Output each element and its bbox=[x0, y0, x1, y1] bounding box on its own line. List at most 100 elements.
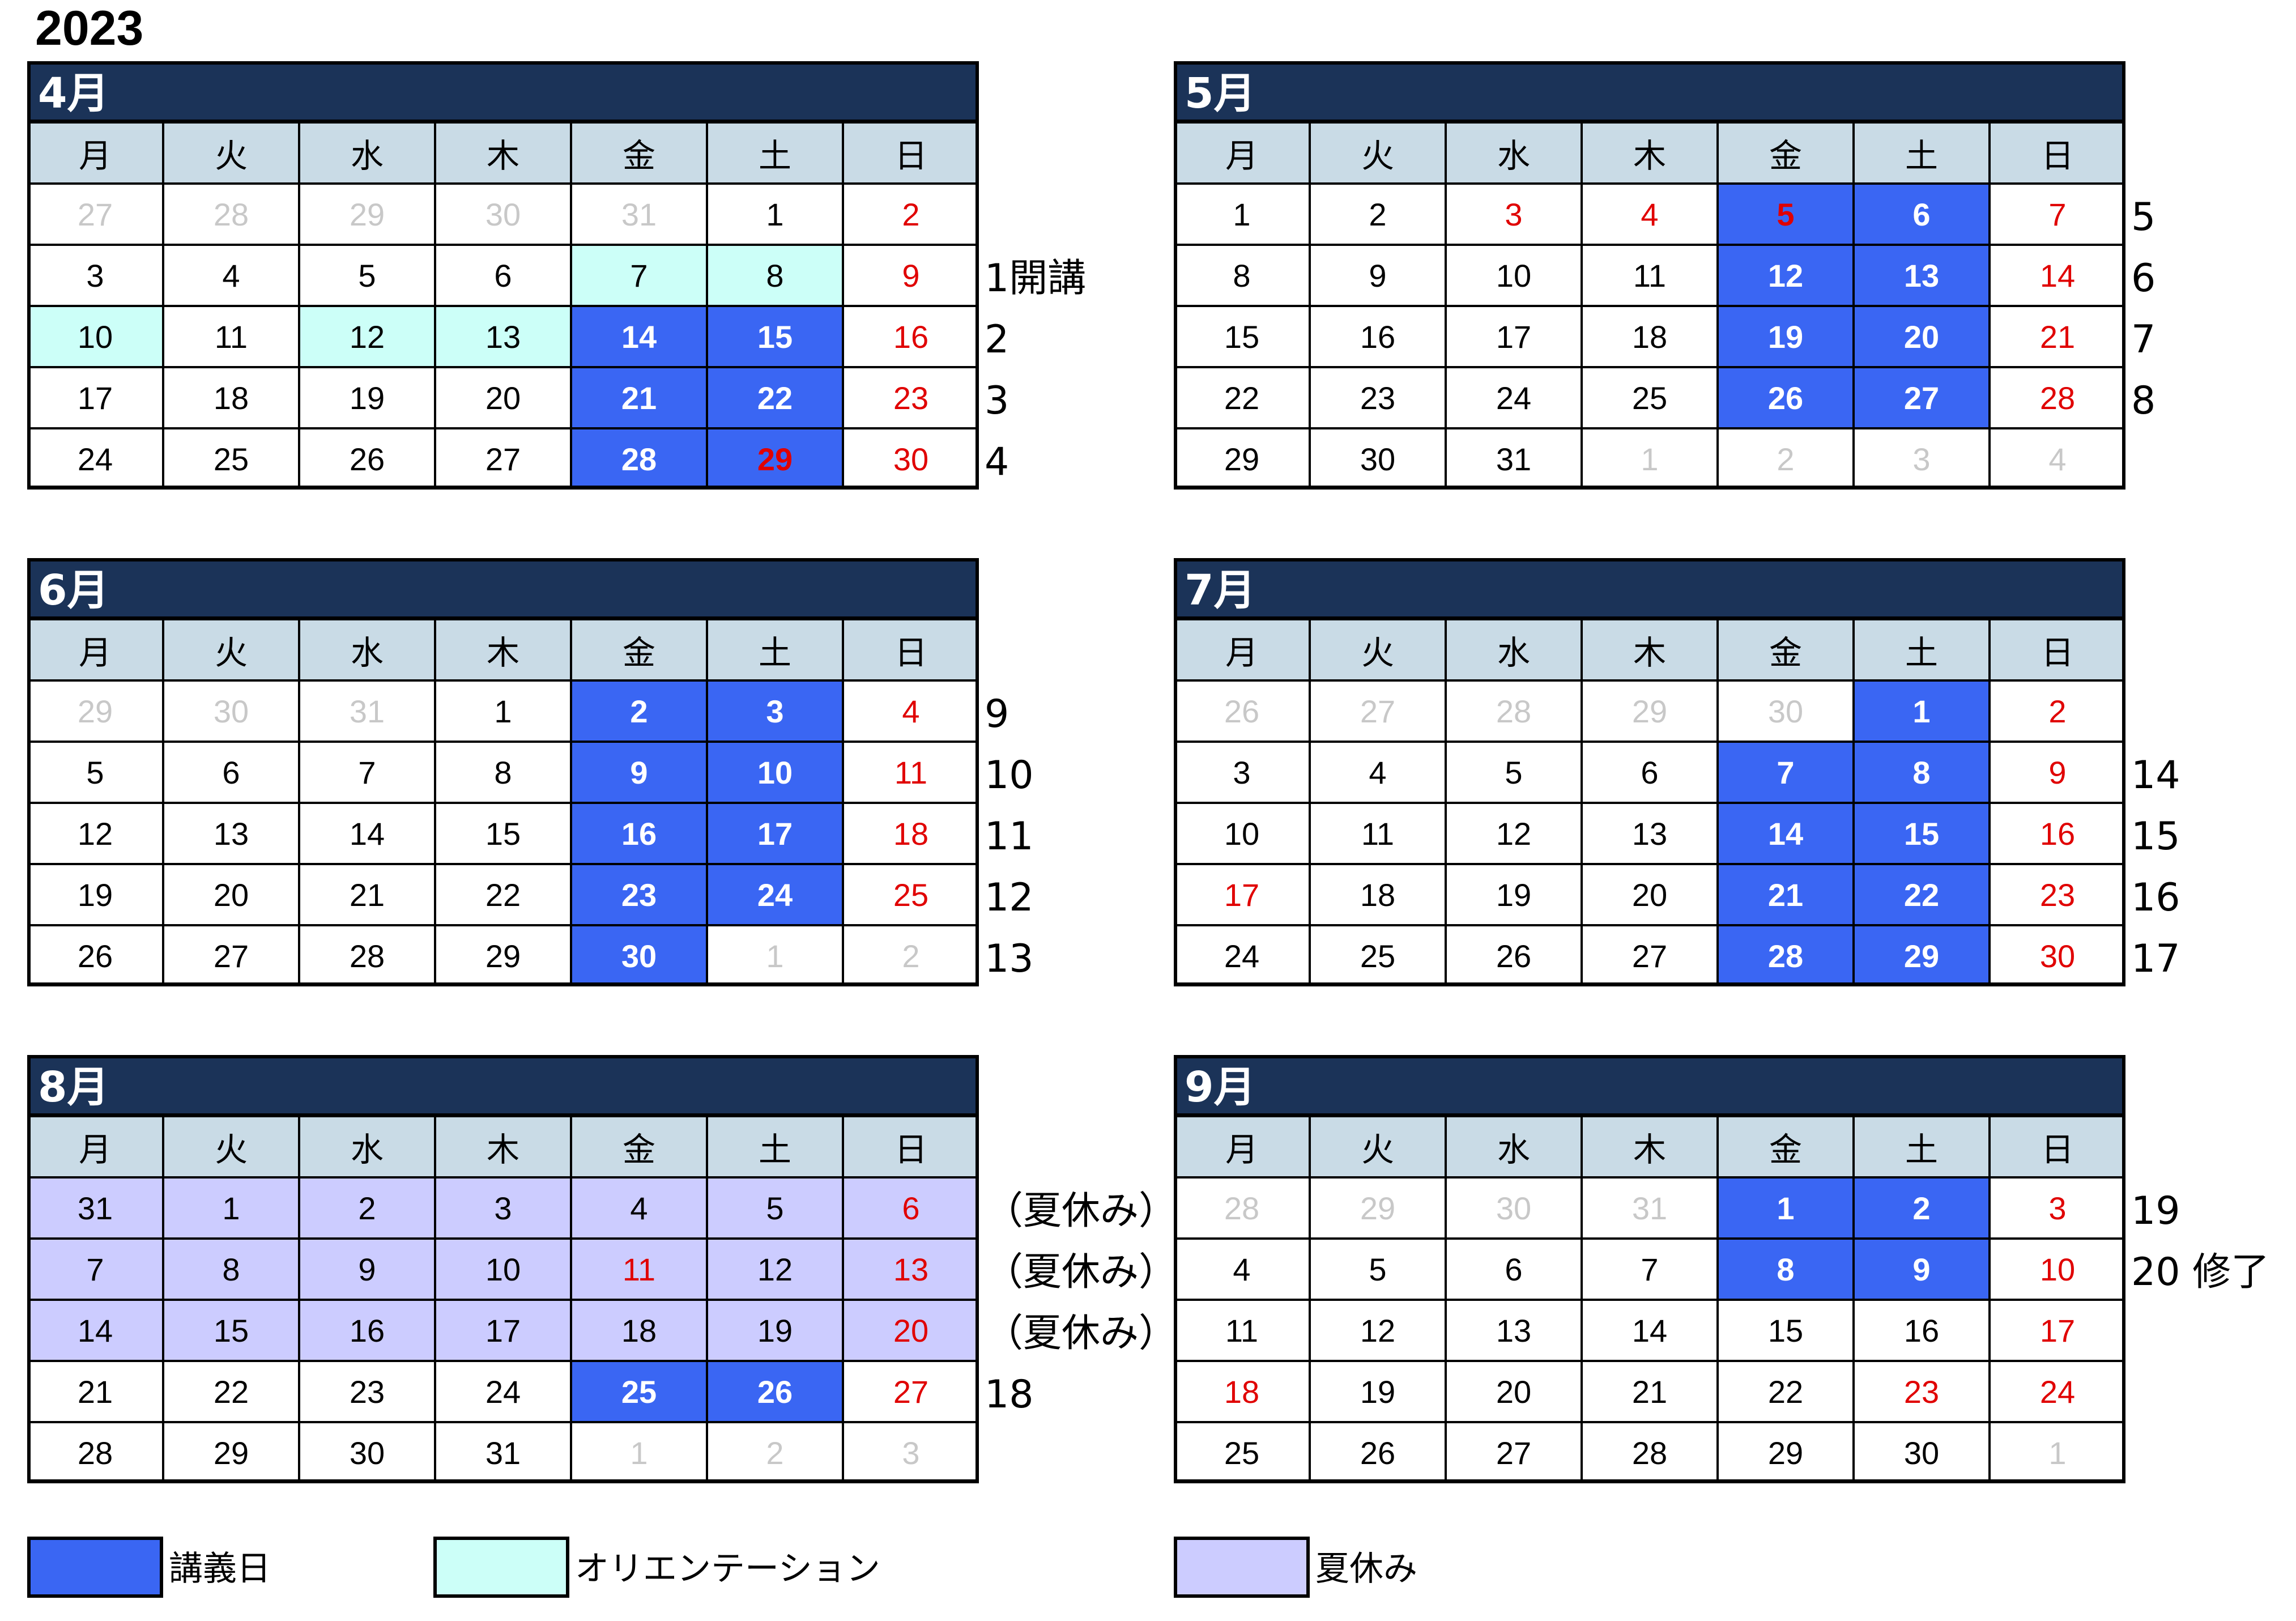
day-cell: 30 bbox=[1446, 1177, 1582, 1239]
day-cell: 3 bbox=[1990, 1177, 2125, 1239]
lecture-number-note: （夏休み） bbox=[985, 1311, 1178, 1356]
day-cell: 17 bbox=[1446, 306, 1582, 367]
day-cell: 27 bbox=[843, 1361, 979, 1422]
weekday-label: 月 bbox=[27, 122, 163, 184]
day-cell: 6 bbox=[163, 742, 299, 803]
day-cell: 22 bbox=[1854, 864, 1990, 925]
day-cell: 28 bbox=[1718, 925, 1854, 986]
weekday-label: 土 bbox=[707, 1116, 843, 1177]
day-cell: 31 bbox=[435, 1422, 571, 1483]
month-calendar: 6月月火水木金土日 29 30 31 1 2 3 4 9 5 6 7 8 9 10 11 10 12 13 14 15 1… bbox=[27, 558, 1034, 986]
day-cell: 9 bbox=[843, 245, 979, 306]
month-title: 8月 bbox=[38, 1063, 109, 1112]
day-cell: 6 bbox=[1446, 1239, 1582, 1300]
weekday-label: 火 bbox=[1310, 619, 1446, 680]
month-calendar: 7月月火水木金土日 26 27 28 29 30 1 2 3 4 5 6 7 8 9 14 10 11 12 13 14… bbox=[1174, 558, 2180, 986]
day-cell: 6 bbox=[1854, 184, 1990, 245]
year-title: 2023 bbox=[35, 1, 144, 56]
day-cell: 7 bbox=[1990, 184, 2125, 245]
weekday-label: 日 bbox=[1990, 1116, 2125, 1177]
day-cell: 10 bbox=[1446, 245, 1582, 306]
week-row: 18 19 20 21 22 23 24 bbox=[1174, 1361, 2125, 1422]
weekday-label: 火 bbox=[163, 1116, 299, 1177]
lecture-number-note: （夏休み） bbox=[985, 1250, 1178, 1295]
day-cell: 11 bbox=[163, 306, 299, 367]
day-cell: 29 bbox=[435, 925, 571, 986]
day-cell: 2 bbox=[1854, 1177, 1990, 1239]
week-row: 17 18 19 20 21 22 23 bbox=[1174, 864, 2125, 925]
weekday-label: 金 bbox=[571, 619, 707, 680]
day-cell: 8 bbox=[1854, 742, 1990, 803]
day-cell: 20 bbox=[843, 1300, 979, 1361]
day-cell: 1 bbox=[1582, 428, 1718, 490]
lecture-number-note: 7 bbox=[2131, 317, 2156, 362]
day-cell: 21 bbox=[1582, 1361, 1718, 1422]
day-cell: 2 bbox=[1310, 184, 1446, 245]
day-cell: 15 bbox=[707, 306, 843, 367]
weekday-label: 金 bbox=[571, 1116, 707, 1177]
weekday-label: 木 bbox=[1582, 619, 1718, 680]
month-calendar: 4月月火水木金土日 27 28 29 30 31 1 2 3 4 5 6 7 8 9 1開講 10 11 12 13 1… bbox=[27, 61, 1086, 490]
day-cell: 3 bbox=[843, 1422, 979, 1483]
day-cell: 9 bbox=[299, 1239, 435, 1300]
weekday-label: 火 bbox=[1310, 122, 1446, 184]
day-cell: 4 bbox=[1310, 742, 1446, 803]
week-row: 26 27 28 29 30 1 2 bbox=[27, 925, 979, 986]
day-cell: 23 bbox=[1990, 864, 2125, 925]
day-cell: 25 bbox=[163, 428, 299, 490]
day-cell: 18 bbox=[163, 367, 299, 428]
day-cell: 1 bbox=[435, 680, 571, 742]
week-row: 4 5 6 7 8 9 10 bbox=[1174, 1239, 2125, 1300]
day-cell: 27 bbox=[1310, 680, 1446, 742]
lecture-number-note: 5 bbox=[2131, 195, 2156, 240]
month-calendar: 8月月火水木金土日 31 1 2 3 4 5 6 （夏休み） 7 8 9 10 11 12 13 （夏休み） 14… bbox=[27, 1055, 1177, 1483]
day-cell: 19 bbox=[707, 1300, 843, 1361]
day-cell: 4 bbox=[1174, 1239, 1310, 1300]
day-cell: 3 bbox=[27, 245, 163, 306]
day-cell: 22 bbox=[707, 367, 843, 428]
weekday-label: 水 bbox=[1446, 122, 1582, 184]
day-cell: 28 bbox=[1582, 1422, 1718, 1483]
lecture-number-note: 3 bbox=[985, 378, 1009, 423]
weekday-label: 土 bbox=[1854, 619, 1990, 680]
day-cell: 26 bbox=[1446, 925, 1582, 986]
day-cell: 29 bbox=[1854, 925, 1990, 986]
month-title: 7月 bbox=[1185, 566, 1256, 615]
day-cell: 2 bbox=[571, 680, 707, 742]
day-cell: 2 bbox=[1718, 428, 1854, 490]
lecture-number-note: 6 bbox=[2131, 256, 2156, 301]
day-cell: 14 bbox=[27, 1300, 163, 1361]
week-row: 29 30 31 1 2 3 4 bbox=[1174, 428, 2125, 490]
day-cell: 2 bbox=[299, 1177, 435, 1239]
weekday-label: 月 bbox=[1174, 122, 1310, 184]
lecture-number-note: （夏休み） bbox=[985, 1189, 1178, 1233]
day-cell: 1 bbox=[707, 184, 843, 245]
day-cell: 1 bbox=[163, 1177, 299, 1239]
day-cell: 20 bbox=[435, 367, 571, 428]
day-cell: 31 bbox=[299, 680, 435, 742]
day-cell: 29 bbox=[1310, 1177, 1446, 1239]
day-cell: 7 bbox=[1582, 1239, 1718, 1300]
day-cell: 21 bbox=[27, 1361, 163, 1422]
day-cell: 23 bbox=[299, 1361, 435, 1422]
month-calendar: 5月月火水木金土日 1 2 3 4 5 6 7 5 8 9 10 11 12 13 14 6 15 16 17 18 19… bbox=[1174, 61, 2156, 490]
month-header: 7月 bbox=[1174, 558, 2125, 619]
day-cell: 26 bbox=[1174, 680, 1310, 742]
day-cell: 24 bbox=[1446, 367, 1582, 428]
day-cell: 4 bbox=[843, 680, 979, 742]
day-cell: 29 bbox=[1174, 428, 1310, 490]
day-cell: 31 bbox=[1446, 428, 1582, 490]
week-row: 25 26 27 28 29 30 1 bbox=[1174, 1422, 2125, 1483]
day-cell: 28 bbox=[1174, 1177, 1310, 1239]
day-cell: 30 bbox=[299, 1422, 435, 1483]
day-cell: 26 bbox=[1718, 367, 1854, 428]
lecture-number-note: 1開講 bbox=[985, 256, 1087, 301]
month-header: 9月 bbox=[1174, 1055, 2125, 1116]
lecture-number-note: 14 bbox=[2131, 753, 2180, 798]
legend-swatch bbox=[1174, 1537, 1310, 1598]
week-row: 7 8 9 10 11 12 13 bbox=[27, 1239, 979, 1300]
day-cell: 5 bbox=[299, 245, 435, 306]
day-cell: 2 bbox=[1990, 680, 2125, 742]
day-cell: 7 bbox=[299, 742, 435, 803]
day-cell: 1 bbox=[571, 1422, 707, 1483]
